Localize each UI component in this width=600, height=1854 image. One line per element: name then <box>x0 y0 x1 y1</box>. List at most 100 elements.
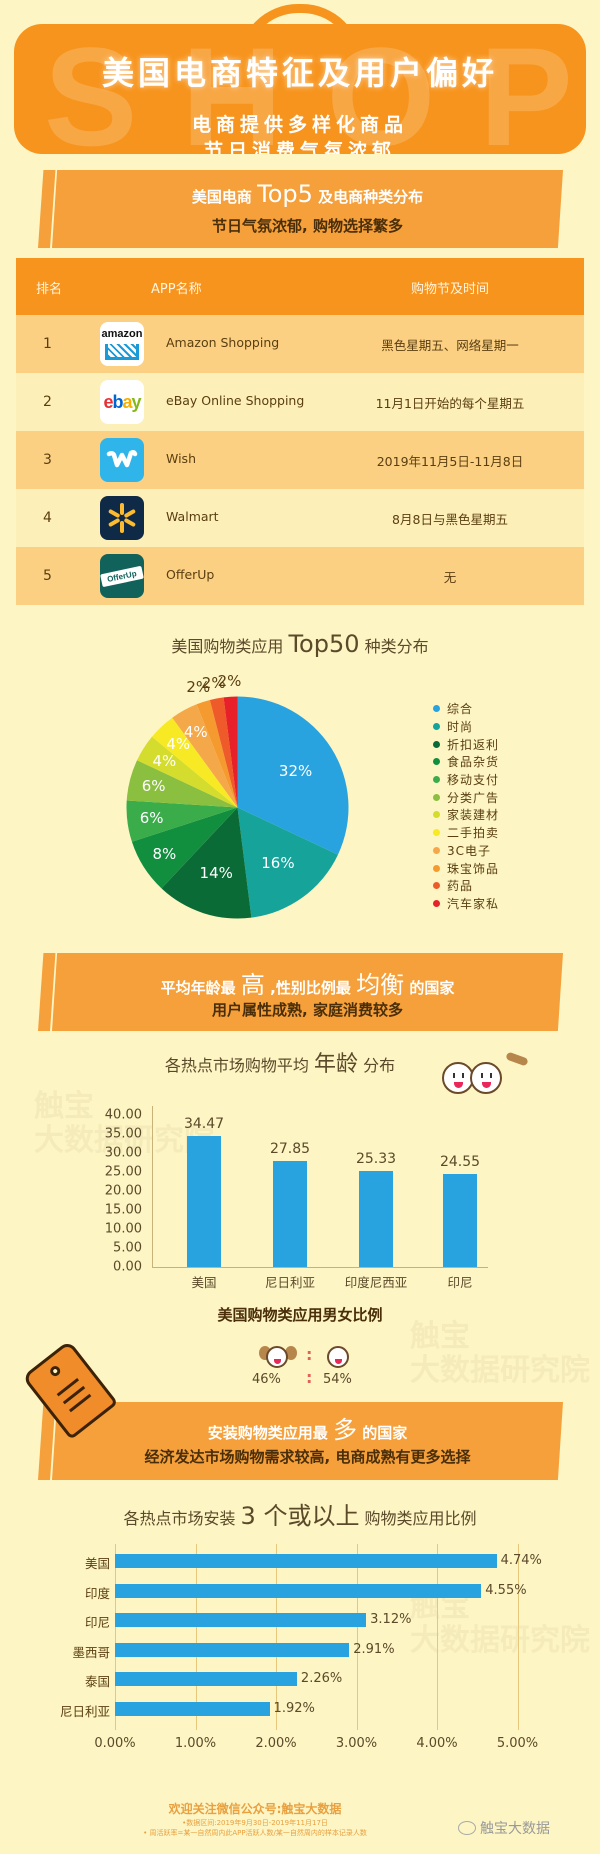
rank: 3 <box>43 452 52 468</box>
legend-dot-icon <box>433 758 440 766</box>
watermark: 触宝大数据研究院 <box>410 1319 590 1388</box>
x-category-label: 印尼 <box>447 1275 473 1290</box>
female-icon <box>266 1346 288 1368</box>
hero-subtitle-1: 电商提供多样化商品 <box>191 114 408 136</box>
legend-item: 折扣返利 <box>433 735 499 753</box>
section-banner-top5: 美国电商 Top5 及电商种类分布 节日气氛浓郁, 购物选择繁多 <box>38 170 563 248</box>
x-tick-label: 3.00% <box>335 1736 378 1751</box>
grid-line <box>437 1544 438 1730</box>
footer-definition: • 周活跃率=某一自然周内此APP活跃人数/某一自然周内的样本记录人数 <box>143 1829 367 1837</box>
rank: 2 <box>43 394 52 410</box>
pigtail-right <box>285 1346 297 1360</box>
table-row: 3 Wish 2019年11月5日-11月8日 <box>16 431 584 489</box>
table-row: 1 amazon Amazon Shopping 黑色星期五、网络星期一 <box>16 315 584 373</box>
pie-slice-label: 4% <box>166 735 191 754</box>
legend-dot-icon <box>433 723 440 731</box>
top5-table: 排名 APP名称 购物节及时间 1 amazon Amazon Shopping… <box>16 258 584 605</box>
pie-slice-label: 14% <box>199 863 233 882</box>
legend-dot-icon <box>433 776 440 784</box>
bar-value-label: 2.26% <box>300 1671 343 1686</box>
pie-svg <box>126 696 349 919</box>
legend-item: 时尚 <box>433 718 499 736</box>
grid-line <box>356 1544 358 1730</box>
pie-slice <box>161 807 252 919</box>
legend-item: 家装建材 <box>433 806 499 824</box>
pie-slice-label: 6% <box>141 776 166 795</box>
x-category-label: 印度尼西亚 <box>344 1275 408 1290</box>
bar-value-label: 25.33 <box>355 1150 397 1167</box>
grid-line <box>195 1544 197 1730</box>
pie-legend: 综合 时尚 折扣返利 食品杂货 移动支付 分类广告 家装建材 二手拍卖 3C电子 珠宝饰品 药品 汽车… <box>433 700 499 912</box>
ratio-separator: : <box>306 1368 313 1387</box>
bar <box>115 1583 482 1598</box>
install-bar-chart: 美国 4.74% 印度 4.55% 印尼 3.12% 墨西哥 2.91% 泰国 2.26% 尼日利亚… <box>50 1540 570 1740</box>
offerup-icon: OfferUp <box>100 554 144 598</box>
x-tick-label: 2.00% <box>255 1736 297 1751</box>
rank: 1 <box>43 336 52 352</box>
bar <box>115 1642 350 1657</box>
app-name: eBay Online Shopping <box>166 393 305 408</box>
male-icon <box>327 1346 349 1368</box>
footer-date-range: •数据区间:2019年9月30日-2019年11月17日 <box>182 1819 328 1827</box>
pie-slice <box>126 760 238 808</box>
x-tick-label: 1.00% <box>174 1736 217 1751</box>
x-tick-label: 5.00% <box>496 1736 539 1751</box>
bar <box>115 1554 497 1568</box>
legend-dot-icon <box>433 740 440 748</box>
table-header: 排名 APP名称 购物节及时间 <box>16 258 584 315</box>
pie-slice-label: 4% <box>152 752 177 771</box>
legend-dot-icon <box>433 882 440 890</box>
pie-slice-label: 8% <box>152 844 177 863</box>
hero-watermark-text: SHOP <box>44 24 586 155</box>
section-banner-age: 平均年龄最 高 ,性别比例最 均衡 的国家 用户属性成熟, 家庭消费较多 <box>38 953 563 1031</box>
bar-value-label: 4.74% <box>500 1553 542 1568</box>
y-tick-label: 0.00 <box>113 1259 142 1275</box>
y-category-label: 美国 <box>84 1556 110 1571</box>
pie-slice-label: 2% <box>186 677 211 696</box>
pie-slice-label: 16% <box>261 854 295 873</box>
rank: 4 <box>43 510 52 526</box>
category-pie-chart <box>125 695 350 920</box>
y-category-label: 墨西哥 <box>72 1644 110 1660</box>
y-axis <box>115 1544 116 1730</box>
legend-item: 3C电子 <box>433 842 499 860</box>
legend-item: 分类广告 <box>433 788 499 806</box>
bar <box>115 1701 270 1716</box>
pie-slice <box>131 807 238 889</box>
x-category-label: 尼日利亚 <box>264 1275 316 1290</box>
banner-body <box>52 1402 563 1480</box>
y-tick-label: 5.00 <box>113 1240 142 1256</box>
bar-value-label: 34.47 <box>183 1116 225 1132</box>
grid-line <box>276 1544 277 1730</box>
x-tick-label: 0.00% <box>94 1736 136 1751</box>
y-tick-label: 15.00 <box>104 1202 142 1218</box>
festival: 11月1日开始的每个星期五 <box>375 396 525 411</box>
y-tick-label: 10.00 <box>104 1221 142 1237</box>
legend-dot-icon <box>433 705 440 713</box>
pie-slice <box>126 800 238 842</box>
page-title: 美国电商特征及用户偏好 <box>101 54 498 92</box>
festival: 无 <box>443 570 457 585</box>
y-axis <box>152 1106 153 1268</box>
y-tick-label: 25.00 <box>104 1164 142 1180</box>
ratio-separator: : <box>306 1345 313 1364</box>
hero-banner: SHOP 美国电商特征及用户偏好 电商提供多样化商品 节日消费气氛浓郁 <box>14 24 586 154</box>
pie-slice <box>196 699 238 808</box>
legend-item: 珠宝饰品 <box>433 859 499 877</box>
bar <box>443 1173 477 1267</box>
grid-line <box>517 1544 519 1730</box>
x-tick-label: 4.00% <box>416 1736 458 1751</box>
bar-value-label: 24.55 <box>439 1153 481 1170</box>
header-app-name: APP名称 <box>151 282 202 297</box>
y-tick-label: 35.00 <box>104 1126 142 1142</box>
table-row: 4 Walmart 8月8日与黑色星期五 <box>16 489 584 547</box>
app-name: Amazon Shopping <box>166 335 280 350</box>
bar <box>273 1161 307 1267</box>
app-name: OfferUp <box>166 567 215 582</box>
pie-chart-title: 美国购物类应用 Top50 种类分布 <box>171 630 429 658</box>
bar <box>115 1672 297 1686</box>
pie-slice <box>223 696 238 808</box>
pie-slice <box>237 696 349 855</box>
bar-value-label: 27.85 <box>269 1141 311 1158</box>
